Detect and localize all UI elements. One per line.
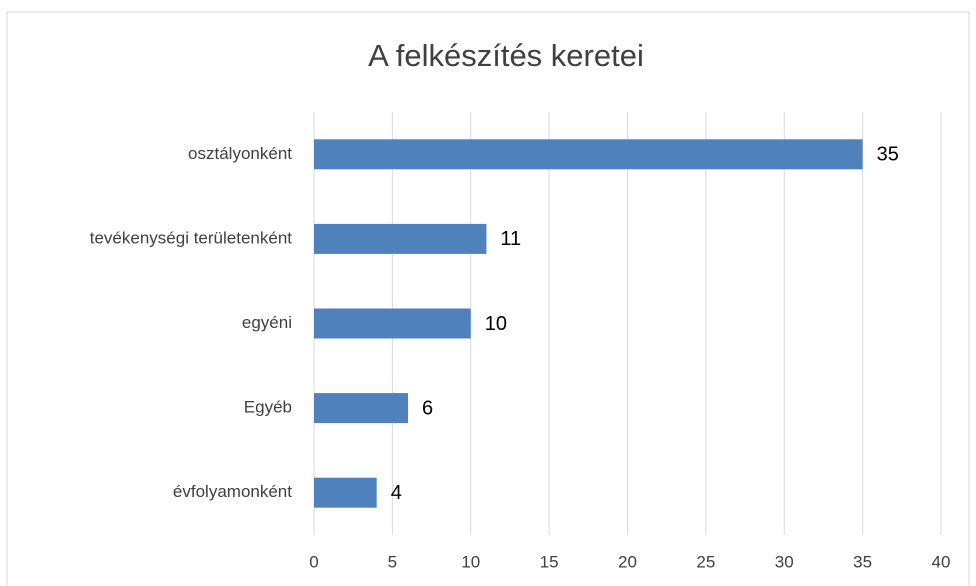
data-label: 35 bbox=[877, 144, 899, 166]
bar bbox=[314, 223, 487, 254]
data-label: 11 bbox=[500, 228, 521, 250]
x-tick-label: 40 bbox=[932, 552, 951, 571]
bar bbox=[314, 477, 377, 508]
chart-title: A felkészítés keretei bbox=[368, 38, 644, 73]
bar bbox=[314, 393, 409, 424]
bar bbox=[314, 139, 863, 170]
data-label: 6 bbox=[422, 397, 433, 419]
bar bbox=[314, 308, 471, 339]
y-tick-label: évfolyamonként bbox=[173, 482, 292, 501]
chart-border bbox=[6, 11, 970, 586]
x-tick-label: 10 bbox=[461, 552, 480, 571]
data-label: 4 bbox=[391, 482, 402, 504]
x-tick-label: 20 bbox=[618, 552, 637, 571]
x-tick-label: 25 bbox=[696, 552, 715, 571]
data-label: 10 bbox=[485, 313, 507, 335]
y-tick-label: osztályonként bbox=[188, 144, 292, 163]
x-tick-label: 15 bbox=[540, 552, 559, 571]
y-tick-label: egyéni bbox=[242, 313, 292, 332]
x-tick-label: 5 bbox=[388, 552, 397, 571]
y-tick-label: tevékenységi területenként bbox=[90, 228, 293, 247]
x-tick-label: 30 bbox=[775, 552, 794, 571]
y-tick-label: Egyéb bbox=[244, 398, 292, 417]
x-tick-label: 0 bbox=[309, 552, 318, 571]
x-tick-label: 35 bbox=[853, 552, 872, 571]
